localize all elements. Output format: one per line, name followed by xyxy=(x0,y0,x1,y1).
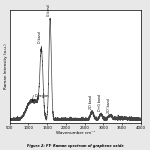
X-axis label: Wavenumber cm⁻¹: Wavenumber cm⁻¹ xyxy=(56,131,95,135)
Text: D region: D region xyxy=(35,93,48,98)
Y-axis label: Raman Intensity (a.u.): Raman Intensity (a.u.) xyxy=(4,44,8,89)
Text: G band: G band xyxy=(47,4,51,16)
Text: Figure 2: FT- Raman spectrum of graphene oxide: Figure 2: FT- Raman spectrum of graphene… xyxy=(27,144,123,148)
Text: D+G band: D+G band xyxy=(98,94,102,111)
Text: 2D' band: 2D' band xyxy=(107,98,111,113)
Text: D band: D band xyxy=(38,31,42,43)
Text: 2D band: 2D band xyxy=(89,95,93,109)
